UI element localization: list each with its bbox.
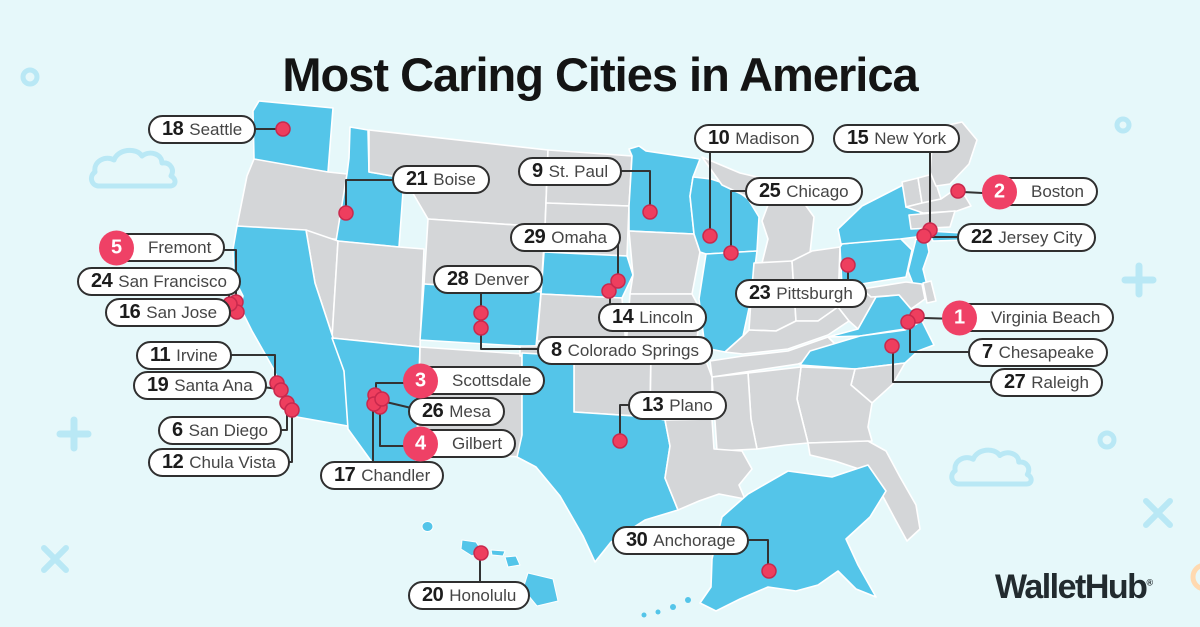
map-pin-jersey-city: [916, 228, 932, 244]
map-pin-chesapeake: [900, 314, 916, 330]
map-pin-santa-ana: [273, 382, 289, 398]
plus-decoration-icon: [56, 416, 92, 452]
state-fl: [807, 440, 921, 542]
map-pin-lincoln: [601, 283, 617, 299]
state-sd: [543, 202, 630, 257]
circle-decoration-icon: [1114, 116, 1132, 134]
cloud-icon: [949, 447, 1034, 487]
map-pin-mesa: [374, 391, 390, 407]
circle-decoration-icon: [1097, 430, 1117, 450]
state-ia: [628, 230, 701, 295]
x-decoration-icon: [41, 545, 69, 573]
state-nd: [545, 149, 633, 207]
state-ak: [699, 464, 887, 612]
connector-chandler: [372, 403, 375, 465]
state-in: [748, 260, 797, 332]
map-pin-boston: [950, 183, 966, 199]
state-al: [747, 366, 809, 450]
state-wy: [423, 218, 546, 293]
state-de: [922, 280, 937, 304]
map-pin-denver: [473, 305, 489, 321]
arc-decoration-icon: [1190, 563, 1200, 591]
map-pin-omaha: [610, 273, 626, 289]
state-me: [929, 121, 978, 187]
map-pin-colorado-springs: [473, 320, 489, 336]
circle-decoration-icon: [20, 67, 40, 87]
connector-virginia-beach: [916, 315, 991, 321]
connector-chula-vista: [265, 409, 293, 463]
state-ak-island-4: [641, 612, 647, 618]
state-mn: [628, 145, 701, 235]
map-pin-chicago: [723, 245, 739, 261]
state-ky: [724, 306, 850, 355]
cloud-icon: [88, 147, 178, 189]
map-pin-seattle: [275, 121, 291, 137]
map-pin-san-francisco: [222, 296, 238, 312]
map-pin-pittsburgh: [840, 257, 856, 273]
wallethub-logo-text: WalletHub: [995, 568, 1148, 606]
state-hi-island-5: [522, 572, 559, 607]
state-ak-island-2: [670, 604, 676, 610]
map-pin-madison: [702, 228, 718, 244]
registered-mark: ®: [1146, 577, 1153, 588]
map-pin-anchorage: [761, 563, 777, 579]
states-layer: [232, 100, 978, 618]
pins-layer: [222, 121, 966, 579]
map-pin-chula-vista: [284, 402, 300, 418]
map-pin-boise: [338, 205, 354, 221]
decorations-layer: [20, 67, 1200, 591]
map-pin-st-paul: [642, 204, 658, 220]
connector-fremont: [204, 249, 237, 303]
state-ak-island-1: [685, 597, 691, 603]
state-tx: [516, 352, 679, 563]
wallethub-logo: WalletHub®: [995, 568, 1185, 607]
state-hi-island-4: [504, 555, 521, 568]
map-pin-honolulu: [473, 545, 489, 561]
state-hi-island-3: [490, 549, 506, 557]
state-mo: [625, 293, 707, 362]
state-nm: [417, 346, 523, 458]
state-ut: [331, 240, 425, 348]
state-ctri: [908, 210, 956, 230]
state-hi-island-1: [421, 520, 434, 533]
map-pin-plano: [612, 433, 628, 449]
state-ak-island-3: [655, 609, 661, 615]
page-title: Most Caring Cities in America: [282, 48, 918, 102]
state-nc: [799, 320, 935, 370]
plus-decoration-icon: [1121, 262, 1157, 298]
map-pin-raleigh: [884, 338, 900, 354]
x-decoration-icon: [1143, 498, 1173, 528]
state-ks: [536, 293, 627, 346]
state-ar: [649, 354, 713, 421]
